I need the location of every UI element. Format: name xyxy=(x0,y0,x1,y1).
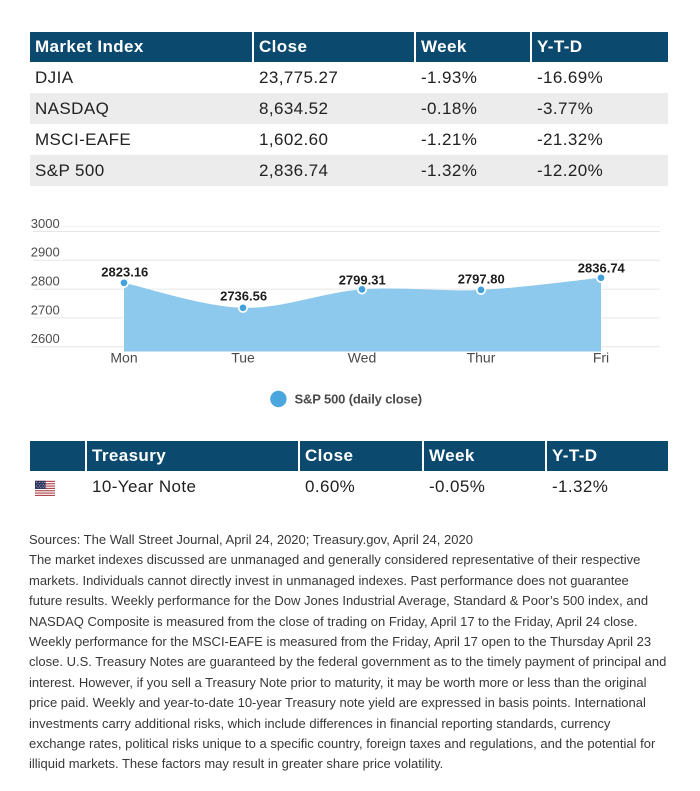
svg-text:2736.56: 2736.56 xyxy=(220,288,267,303)
svg-text:Mon: Mon xyxy=(110,350,137,366)
svg-text:2900: 2900 xyxy=(31,245,60,260)
svg-text:Wed: Wed xyxy=(348,350,377,366)
svg-text:2800: 2800 xyxy=(31,274,60,289)
svg-text:S&P 500 (daily close): S&P 500 (daily close) xyxy=(295,391,422,406)
svg-text:2836.74: 2836.74 xyxy=(578,261,626,276)
svg-text:2797.80: 2797.80 xyxy=(458,271,505,286)
svg-text:2600: 2600 xyxy=(31,331,60,346)
svg-text:2823.16: 2823.16 xyxy=(101,264,148,279)
svg-text:2799.31: 2799.31 xyxy=(339,272,386,287)
svg-text:Tue: Tue xyxy=(231,350,255,366)
svg-text:Fri: Fri xyxy=(593,350,609,366)
svg-text:Thur: Thur xyxy=(467,350,496,366)
svg-text:2700: 2700 xyxy=(31,302,60,317)
svg-text:3000: 3000 xyxy=(31,216,60,231)
